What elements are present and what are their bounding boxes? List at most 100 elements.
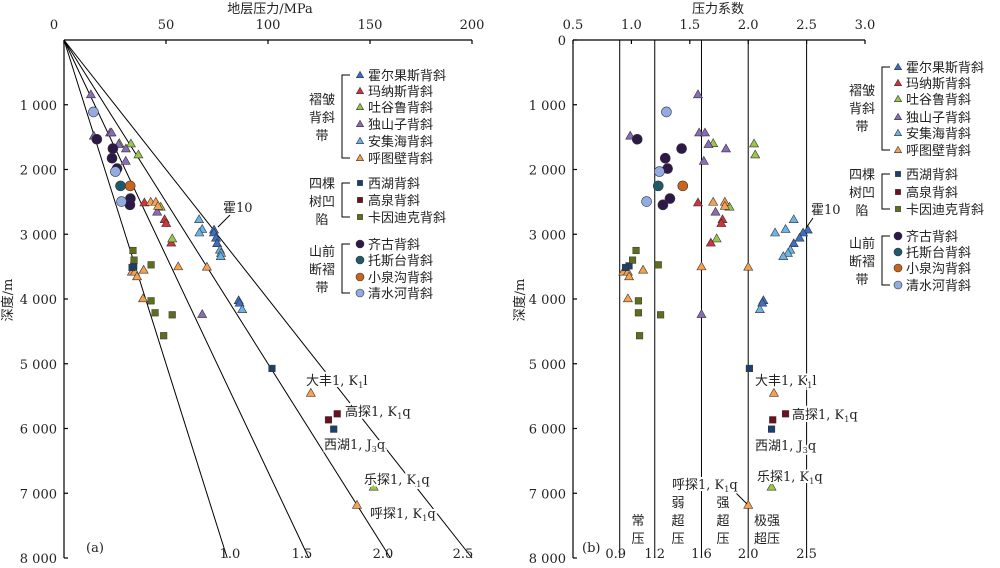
panel-b-y-tick-label: 7 000 [529,487,566,502]
data-point [212,238,223,247]
annotation-dafeng1: 大丰1, K1l [306,374,368,390]
panel-b-x-tick-label: 2.5 [796,18,817,33]
panel-a-legend-marker [357,180,363,186]
data-point [131,271,143,281]
data-point [654,261,662,269]
data-point [696,261,707,271]
panel-b-legend-group-label: 背斜 [849,102,875,117]
data-point [743,261,754,271]
data-point [778,251,789,260]
data-point [324,416,333,424]
annotation-huo10: 霍10 [811,203,841,218]
data-point [234,297,245,307]
data-point [745,364,753,372]
panel-a-legend-item: 西湖背斜 [368,177,420,192]
panel-a-legend-group-label: 四棵 [309,177,335,192]
annotation-gaotan1: 高探1, K1q [792,407,858,424]
panel-b-legend-group-label: 四棵 [849,168,875,183]
panel-a-legend-marker [355,86,365,94]
panel-b-y-tick-label: 1 000 [529,99,566,114]
data-point [120,143,131,153]
data-point [768,425,776,433]
panel-b-legend-marker [895,206,901,212]
data-point [167,233,178,243]
data-point [116,196,127,207]
panel-b-y-tick-label: 2 000 [529,164,566,179]
annotation-xihu1: 西湖1, J3q [755,439,816,455]
data-point [152,206,163,216]
panel-a-legend-item: 霍尔果斯背斜 [368,69,446,84]
data-point [305,387,316,397]
data-point [768,387,779,397]
data-point [692,197,703,207]
data-point [652,180,664,192]
panel-b-y-tick-label: 8 000 [529,552,566,567]
panel-b-legend-item: 卡因迪克背斜 [906,203,984,218]
panel-a-legend-marker [355,288,365,298]
data-point [716,218,727,227]
coefficient-line-label: 1.5 [292,547,313,562]
data-point [754,304,765,314]
panel-a-y-tick-label: 5 000 [20,358,57,373]
data-point [194,227,205,237]
data-point [629,256,637,264]
data-point [641,196,652,207]
data-point [794,232,805,242]
data-point [133,149,144,159]
data-point [197,309,208,318]
panel-b-legend-marker [893,280,903,290]
data-point [743,499,754,509]
data-point [634,309,642,317]
data-point [161,218,172,227]
coefficient-line-label: 2.5 [453,547,474,562]
data-point [173,261,184,271]
panel-a-legend-group-label: 背斜 [309,111,335,126]
panel-a-legend-marker [355,153,365,161]
panel-b-legend-group-label: 山前 [849,236,875,252]
data-point [750,149,761,159]
panel-b-legend-marker [893,62,903,70]
coefficient-line-label: 1.0 [220,547,241,562]
data-point [757,297,768,307]
data-point [107,143,119,154]
data-point [124,180,136,192]
panel-b-legend-marker [893,78,903,86]
annotation-hutan1: 呼探1, K1q [672,478,738,494]
data-point [711,233,722,243]
data-point [802,224,813,234]
panel-b-legend-item: 吐谷鲁背斜 [906,93,971,108]
panel-b-legend-item: 小泉沟背斜 [906,261,971,277]
panel-b-legend-marker [895,171,901,177]
panel-a-y-tick-label: 2 000 [20,164,57,179]
data-point [120,155,131,165]
data-point [780,223,791,233]
panel-a-legend-marker [355,136,365,144]
panel-a-legend-group-label: 山前 [309,244,335,260]
data-point [710,206,721,216]
zone-label: 超 [716,514,729,529]
data-point [147,261,155,269]
boundary-label: 1.6 [691,547,712,562]
data-point [692,89,703,99]
zone-label: 弱 [671,496,684,511]
zone-label: 强 [716,496,729,511]
panel-b-legend-item: 西湖背斜 [906,168,958,183]
panel-a-x-tick-label: 150 [358,18,383,33]
data-point [769,416,777,424]
panel-b-label: (b) [582,541,600,556]
data-point [677,180,689,192]
data-point [622,293,633,303]
data-point [368,481,379,491]
data-point [782,410,790,418]
panel-a-legend-item: 卡因迪克背斜 [368,211,446,226]
panel-a-x-tick-label: 100 [256,18,281,33]
data-point [85,89,96,99]
data-point [330,425,338,433]
zone-label: 常 [631,514,644,529]
annotation-letan1: 乐探1, K1q [364,473,430,489]
data-point [766,481,777,491]
panel-b-y-tick-label: 6 000 [529,423,566,438]
panel-b-legend-marker [893,128,903,136]
coefficient-line-label: 2.0 [373,547,394,562]
panel-a-legend-marker [357,214,363,220]
